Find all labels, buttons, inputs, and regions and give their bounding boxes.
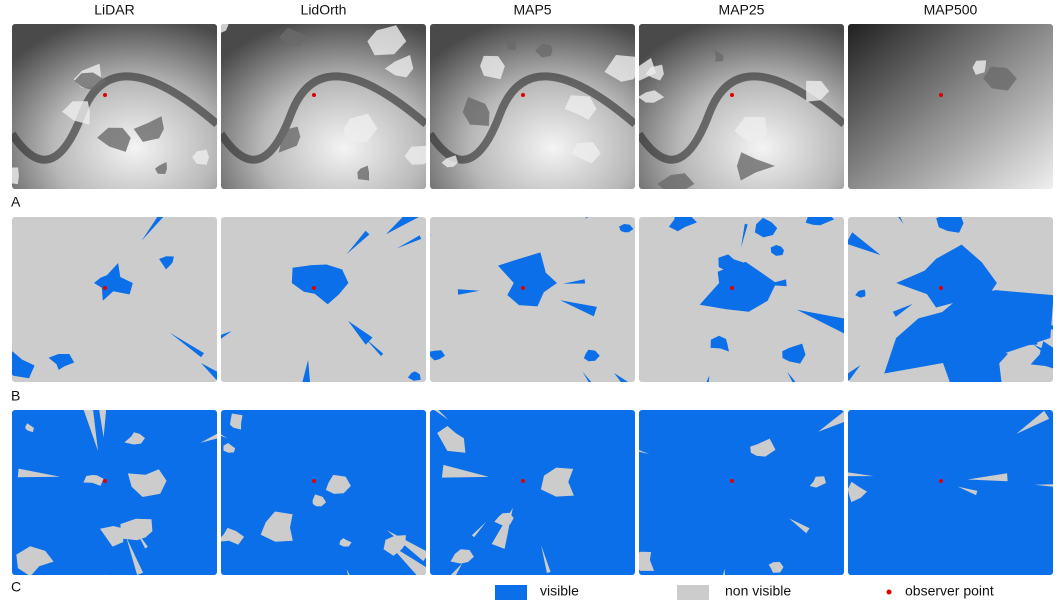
panel-content	[4, 24, 217, 189]
legend-label: observer point	[905, 583, 994, 599]
column-title: MAP25	[719, 2, 765, 18]
map-panel	[181, 410, 439, 603]
observer-point	[103, 93, 107, 97]
observer-point	[939, 479, 943, 483]
map-panel	[609, 410, 850, 603]
map-panel	[428, 402, 635, 603]
map-panel	[848, 24, 1053, 189]
map-panel	[12, 396, 225, 603]
map-panel	[826, 190, 1058, 413]
elevation-base	[848, 24, 1053, 189]
row-label: A	[11, 194, 21, 210]
map-panel	[823, 410, 1058, 575]
map-panel	[5, 204, 250, 404]
elevation-base	[430, 24, 635, 189]
observer-point	[730, 286, 734, 290]
observer-point	[312, 479, 316, 483]
observer-point	[730, 479, 734, 483]
row-label: B	[11, 388, 20, 404]
panels	[4, 15, 1058, 603]
panel-content	[826, 190, 1058, 413]
panel-content	[181, 410, 439, 603]
observer-point	[939, 93, 943, 97]
legend-swatch-visible	[495, 585, 527, 600]
column-title: LiDAR	[94, 2, 134, 18]
observer-point	[521, 93, 525, 97]
observer-point	[312, 93, 316, 97]
panel-content	[12, 396, 225, 603]
row-label: C	[11, 579, 21, 595]
column-title: LidOrth	[301, 2, 347, 18]
panel-content	[848, 24, 1053, 189]
terrain-patch	[4, 168, 19, 185]
visibility-base	[639, 410, 844, 575]
map-panel	[639, 210, 850, 425]
figure: LiDAR LidOrth MAP5 MAP25 MAP500 A B C visible n…	[0, 0, 1058, 603]
panel-content	[639, 210, 850, 425]
legend: visible non visible observer point	[495, 583, 994, 600]
legend-swatch-observer	[887, 590, 892, 595]
observer-point	[939, 286, 943, 290]
observer-point	[103, 286, 107, 290]
panel-content	[5, 204, 250, 404]
map-panel	[619, 24, 844, 194]
visibility-base	[12, 217, 217, 382]
terrain-patch	[507, 38, 516, 50]
legend-label: non visible	[725, 583, 791, 599]
map-panel	[4, 24, 217, 189]
panel-content	[823, 410, 1058, 575]
observer-point	[521, 286, 525, 290]
elevation-base	[12, 24, 217, 189]
visibility-base	[848, 410, 1053, 575]
map-panel	[183, 206, 426, 409]
map-panel	[387, 172, 659, 415]
observer-point	[103, 479, 107, 483]
map-panel	[430, 24, 639, 189]
panel-content	[208, 15, 433, 189]
column-title: MAP500	[924, 2, 978, 18]
hidden-area	[99, 574, 113, 603]
map-panel	[208, 15, 433, 189]
column-title: MAP5	[513, 2, 551, 18]
panel-content	[430, 24, 639, 189]
observer-point	[521, 479, 525, 483]
panel-content	[183, 206, 426, 409]
observer-point	[730, 93, 734, 97]
panel-content	[619, 24, 844, 194]
panel-content	[387, 172, 659, 415]
panel-content	[609, 410, 850, 603]
legend-label: visible	[540, 583, 579, 599]
observer-point	[312, 286, 316, 290]
legend-swatch-non-visible	[677, 585, 709, 600]
panel-content	[428, 402, 635, 603]
